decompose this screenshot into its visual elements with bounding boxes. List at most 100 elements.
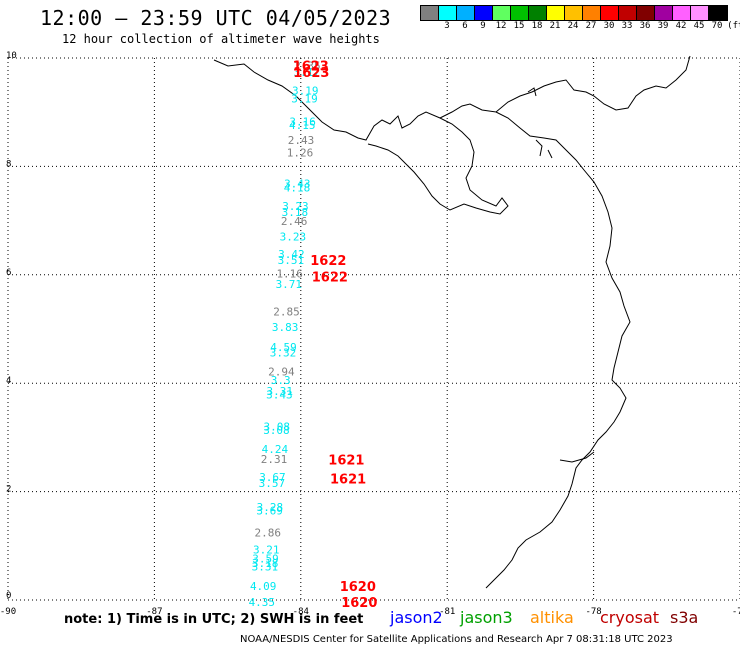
legend-swatch [493, 6, 511, 20]
wave-height-value: 3.19 [292, 85, 319, 98]
satellite-label-jason2: jason2 [390, 608, 443, 627]
page-subtitle: 12 hour collection of altimeter wave hei… [62, 32, 380, 46]
wave-height-value: 3.31 [267, 385, 294, 398]
wave-height-value: 2.86 [255, 526, 282, 539]
wave-height-observations: 2.353.173.193.193.164.152.431.263.434.18… [249, 60, 321, 610]
y-tick-label: 2 [6, 485, 11, 495]
wave-height-value: 4.35 [249, 596, 276, 609]
y-tick-label: 10 [6, 51, 17, 61]
wave-height-value: 1.16 [276, 268, 303, 281]
legend-label: 6 [462, 21, 468, 31]
x-tick-label: -90 [0, 607, 16, 617]
pass-time-label: 1623 [293, 60, 329, 75]
legend-label: 70 [711, 21, 723, 31]
wave-height-value: 3.17 [294, 66, 321, 79]
legend-swatch [457, 6, 475, 20]
legend-label: 12 [495, 21, 507, 31]
legend-swatch [547, 6, 565, 20]
latitude-tick-labels: 10 8 6 4 2 0 [6, 51, 17, 601]
legend-unit-label: (ft) [727, 21, 740, 31]
wave-height-value: 4.18 [284, 182, 311, 195]
legend-swatch [709, 6, 727, 20]
pass-time-label: 1621 [328, 454, 364, 469]
legend-label: 27 [585, 21, 597, 31]
wave-height-value: 4.59 [270, 341, 297, 354]
satellite-label-s3a: s3a [670, 608, 699, 627]
legend-label [420, 21, 438, 31]
legend-label: 15 [513, 21, 525, 31]
y-tick-label: 0 [6, 591, 11, 601]
wave-height-value: 3.57 [259, 477, 286, 490]
wave-height-value: 2.94 [268, 365, 295, 378]
wave-height-value: 3.32 [270, 346, 297, 359]
legend-label: 33 [621, 21, 633, 31]
legend-swatch [529, 6, 547, 20]
wave-height-value: 1.26 [287, 146, 314, 159]
wave-height-value: 3.16 [289, 115, 316, 128]
legend-swatch [637, 6, 655, 20]
wave-height-value: 2.35 [294, 60, 321, 73]
wave-height-value: 3.19 [291, 93, 318, 106]
wave-height-value: 3.28 [257, 501, 284, 514]
legend-swatch [601, 6, 619, 20]
pass-time-label: 1623 [293, 66, 329, 81]
wave-height-value: 3.18 [252, 557, 279, 570]
wave-height-value: 3.21 [253, 544, 280, 557]
x-tick-label: -78 [585, 607, 601, 617]
legend-swatch [673, 6, 691, 20]
x-tick-label: -87 [146, 607, 162, 617]
wave-height-value: 3.23 [280, 230, 307, 243]
coastline [213, 55, 691, 589]
legend-swatch [475, 6, 493, 20]
satellite-label-cryosat: cryosat [600, 608, 660, 627]
y-tick-label: 8 [6, 159, 11, 169]
pass-time-label: 1621 [330, 473, 366, 488]
legend-label: 30 [603, 21, 615, 31]
legend-swatch [511, 6, 529, 20]
legend-label: 21 [549, 21, 561, 31]
wave-height-value: 3.08 [263, 424, 290, 437]
legend-label: 18 [531, 21, 543, 31]
wave-height-value: 2.31 [261, 453, 288, 466]
wave-height-value: 3.71 [276, 278, 303, 291]
wave-height-value: 3.3 [271, 374, 291, 387]
wave-height-value: 3.18 [282, 206, 309, 219]
pass-time-label: 1620 [340, 580, 376, 595]
pass-time-label: 1622 [310, 254, 346, 269]
wave-height-value: 4.09 [250, 580, 277, 593]
pass-time-label: 1620 [341, 596, 377, 611]
legend-swatch [583, 6, 601, 20]
wave-height-value: 2.43 [288, 134, 315, 147]
wave-height-value: 3.43 [284, 178, 311, 191]
pass-time-label: 1622 [312, 270, 348, 285]
page-title: 12:00 — 23:59 UTC 04/05/2023 [40, 6, 392, 30]
legend-swatch [565, 6, 583, 20]
wave-height-value: 3.08 [263, 421, 290, 434]
y-tick-label: 6 [6, 268, 11, 278]
wave-height-value: 3.42 [278, 248, 305, 261]
wave-height-value: 2.85 [273, 306, 300, 319]
wave-height-value: 3.83 [272, 321, 299, 334]
x-tick-label: -75 [732, 607, 740, 617]
footer-note: note: 1) Time is in UTC; 2) SWH is in fe… [64, 612, 364, 627]
y-tick-label: 4 [6, 376, 11, 386]
wave-height-value: 3.43 [266, 389, 293, 402]
legend-label: 42 [675, 21, 687, 31]
wave-height-value: 3.69 [256, 505, 283, 518]
color-scale-legend [420, 5, 728, 21]
legend-swatch [439, 6, 457, 20]
wave-height-value: 3.23 [282, 200, 309, 213]
satellite-label-altika: altika [530, 608, 574, 627]
wave-height-value: 3.59 [252, 552, 279, 565]
legend-label: 45 [693, 21, 705, 31]
wave-height-value: 2.46 [281, 215, 308, 228]
legend-swatch [619, 6, 637, 20]
legend-swatch [421, 6, 439, 20]
legend-swatch [691, 6, 709, 20]
wave-height-value: 3.31 [252, 560, 279, 573]
legend-label: 36 [639, 21, 651, 31]
satellite-label-jason3: jason3 [460, 608, 513, 627]
longitude-tick-labels: -90 -87 -84 -81 -78 -75 [0, 607, 740, 617]
